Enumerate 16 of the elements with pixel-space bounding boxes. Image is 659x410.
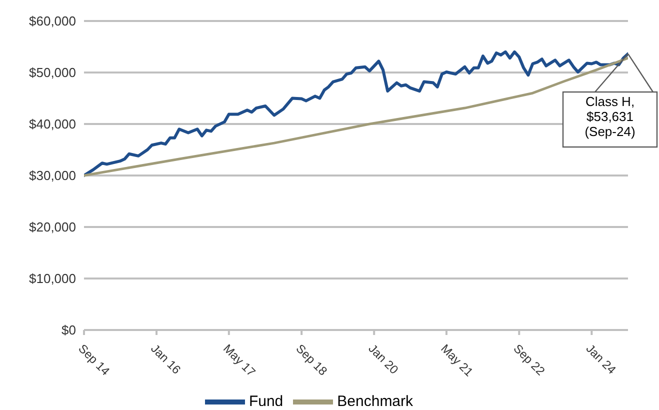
y-tick-label: $0 bbox=[62, 322, 76, 338]
x-tick-label: Sep 22 bbox=[510, 341, 548, 378]
y-tick-label: $40,000 bbox=[29, 116, 76, 132]
x-tick-label: Jan 20 bbox=[366, 341, 402, 378]
y-tick-label: $60,000 bbox=[29, 14, 76, 29]
legend-label: Fund bbox=[248, 392, 284, 408]
legend-label: Benchmark bbox=[337, 392, 414, 408]
annotation: Class H, $53,631 (Sep-24) bbox=[584, 94, 636, 139]
x-tick-label: Sep 18 bbox=[293, 341, 330, 378]
y-tick-label: $20,000 bbox=[29, 220, 76, 235]
x-tick-label: Jan 24 bbox=[583, 341, 619, 378]
y-tick-label: $30,000 bbox=[29, 168, 76, 184]
x-tick-label: Sep 14 bbox=[76, 341, 113, 378]
y-tick-label: $50,000 bbox=[29, 65, 76, 80]
x-tick-label: Jan 16 bbox=[148, 341, 184, 378]
y-tick-label: $10,000 bbox=[29, 271, 76, 286]
